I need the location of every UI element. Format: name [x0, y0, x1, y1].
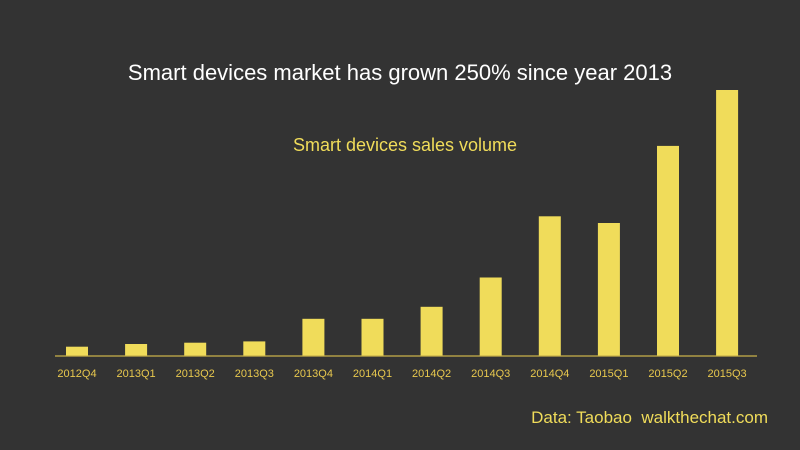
x-tick-label: 2015Q1 — [589, 368, 628, 380]
bars — [66, 90, 739, 356]
x-tick-labels: 2012Q4 2013Q1 2013Q2 2013Q3 2013Q4 2014Q1 2014… — [57, 368, 746, 380]
x-tick-label: 2015Q2 — [648, 368, 687, 380]
x-tick-label: 2013Q2 — [176, 368, 215, 380]
bar-2013Q1 — [125, 344, 148, 356]
bar-2012Q4 — [66, 346, 88, 356]
bar-2014Q1 — [361, 318, 384, 356]
x-tick-label: 2014Q2 — [412, 368, 451, 380]
x-tick-label: 2012Q4 — [57, 368, 96, 380]
chart-subtitle: Smart devices sales volume — [292, 135, 518, 155]
bar-2013Q4 — [302, 318, 325, 356]
x-tick-label: 2015Q3 — [708, 368, 747, 380]
bar-2013Q2 — [184, 342, 207, 356]
x-tick-label: 2013Q3 — [235, 368, 274, 380]
bar-2014Q3 — [479, 277, 502, 356]
bar-2013Q3 — [243, 341, 266, 356]
source-note: Data: Taobao walkthechat.com — [531, 408, 768, 427]
bar-2014Q4 — [538, 216, 561, 356]
bar-2015Q3 — [716, 90, 739, 356]
x-tick-label: 2014Q3 — [471, 368, 510, 380]
x-tick-label: 2013Q4 — [294, 368, 333, 380]
x-tick-label: 2014Q1 — [353, 368, 392, 380]
bar-2015Q2 — [657, 145, 679, 356]
bar-2015Q1 — [597, 223, 620, 356]
x-tick-label: 2014Q4 — [530, 368, 569, 380]
chart-title: Smart devices market has grown 250% sinc… — [127, 60, 673, 85]
bar-2014Q2 — [420, 306, 443, 356]
x-tick-label: 2013Q1 — [117, 368, 156, 380]
